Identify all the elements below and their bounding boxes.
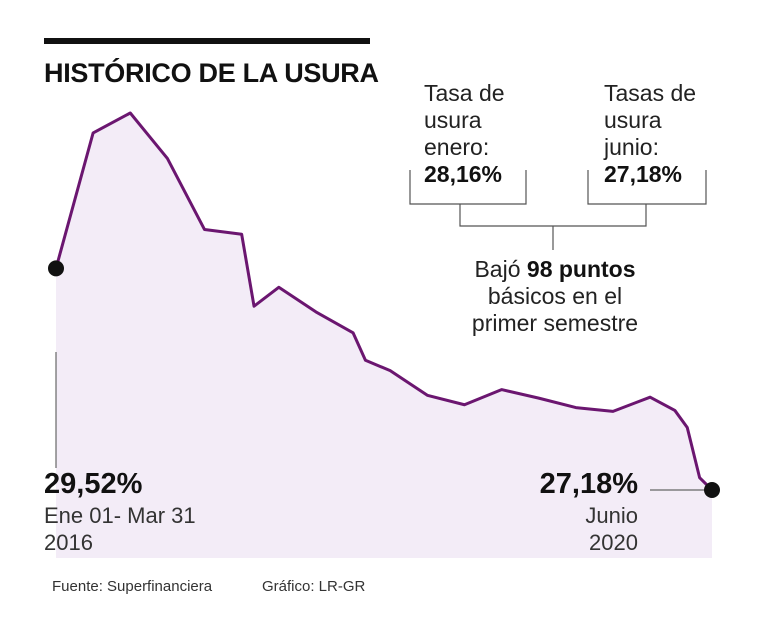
enero-text: Tasa de usura enero:	[424, 80, 505, 160]
drop-suffix: básicos en el primer semestre	[471, 283, 639, 336]
start-year: 2016	[44, 530, 93, 555]
end-period-label: Junio 2020	[585, 502, 638, 556]
drop-bold: 98 puntos	[526, 256, 636, 282]
enero-value: 28,16%	[424, 161, 503, 187]
title-rule	[44, 38, 370, 44]
end-year: 2020	[589, 530, 638, 555]
end-value-label: 27,18%	[539, 468, 638, 500]
junio-value: 27,18%	[604, 161, 683, 187]
junio-annotation: Tasas de usura junio: 27,18%	[604, 80, 696, 188]
start-period-label: Ene 01- Mar 31 2016	[44, 502, 196, 556]
end-period: Junio	[585, 503, 638, 528]
start-point	[48, 260, 64, 277]
start-value-label: 29,52%	[44, 468, 143, 500]
end-point	[704, 482, 720, 498]
drop-prefix: Bajó	[474, 256, 527, 282]
junio-bracket	[587, 170, 707, 205]
credit-note: Gráfico: LR-GR	[262, 578, 366, 595]
drop-bracket	[459, 204, 647, 227]
area-fill	[56, 113, 712, 558]
drop-annotation: Bajó 98 puntos básicos en el primer seme…	[450, 256, 660, 337]
series-line	[54, 111, 714, 492]
start-period: Ene 01- Mar 31	[44, 503, 196, 528]
source-note: Fuente: Superfinanciera	[52, 578, 213, 595]
junio-text: Tasas de usura junio:	[604, 80, 697, 160]
chart-title: HISTÓRICO DE LA USURA	[44, 58, 379, 88]
enero-bracket	[409, 170, 527, 205]
enero-annotation: Tasa de usura enero: 28,16%	[424, 80, 505, 188]
